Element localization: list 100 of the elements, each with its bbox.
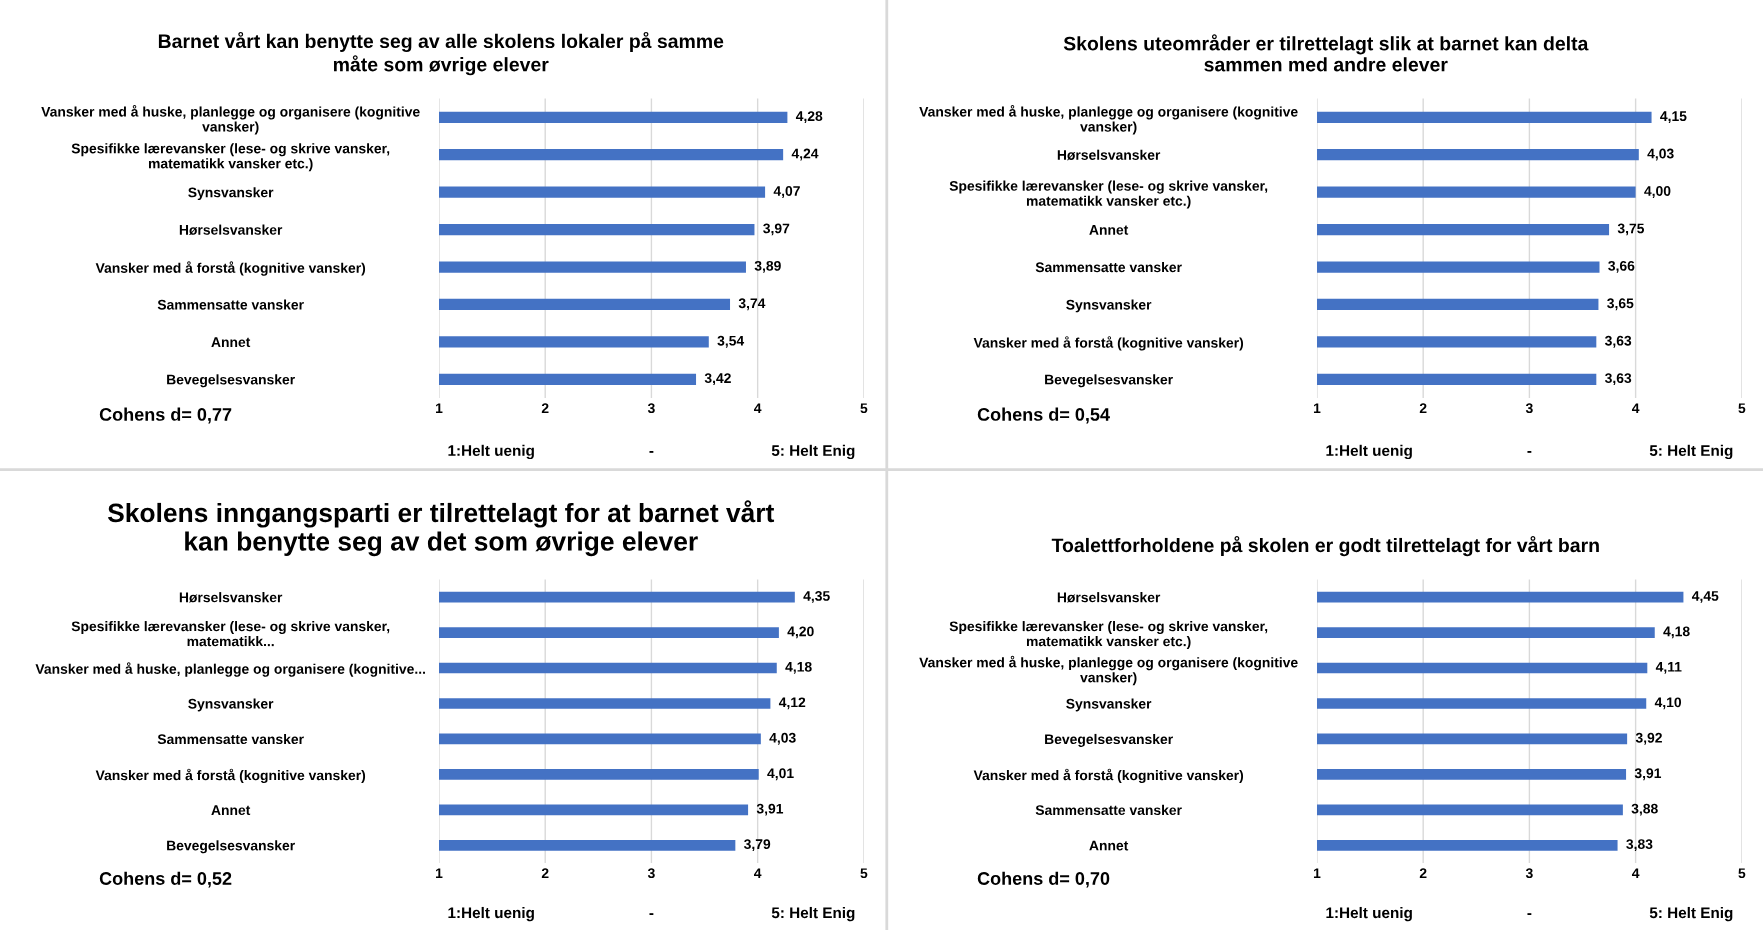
y-tick-label: Hørselsvansker	[179, 592, 283, 603]
text: Cohens d= 0,77	[99, 407, 232, 424]
text: -	[1527, 451, 1532, 453]
data-label: 3,92	[1635, 732, 1662, 745]
data-label: 4,18	[785, 661, 812, 674]
data-label: 4,35	[803, 591, 830, 603]
x-tick-label: 3	[647, 868, 655, 879]
data-label: 3,88	[1631, 803, 1658, 816]
y-tick-label: Annet	[211, 337, 251, 348]
x-tick-label: 4	[1631, 403, 1640, 413]
x-tick-label: 5	[860, 868, 868, 879]
chart-title: Skolens uteområder er tilrettelagt slik at barnet kan delta sammen med andre elever	[1063, 34, 1589, 72]
x-tick-label: 4	[1631, 868, 1640, 878]
data-label: 4,03	[769, 732, 796, 745]
y-tick-label: Spesifikke lærevansker (lese- og skrive vansker, matematikk vansker etc.)	[71, 143, 390, 172]
data-label: 4,01	[767, 768, 794, 781]
y-tick-label: Bevegelsesvansker	[1045, 374, 1173, 388]
y-tick-label: Synsvansker	[188, 187, 274, 201]
data-label: 4,07	[773, 186, 800, 198]
text: -	[649, 913, 654, 915]
x-tick-label: 5	[860, 403, 868, 414]
text: -	[1527, 913, 1532, 915]
y-tick-label: Sammensatte vansker	[1035, 804, 1182, 816]
y-tick-label: Vansker med å huske, planlegge og organisere (kognitive vansker)	[919, 655, 1298, 686]
data-label: 4,20	[787, 626, 814, 639]
data-label: 3,65	[1607, 298, 1634, 311]
x-tick-label: 4	[754, 403, 762, 413]
y-tick-label: Bevegelsesvansker	[1045, 733, 1173, 747]
data-label: 3,91	[1634, 768, 1662, 781]
data-label: 3,89	[754, 260, 781, 273]
y-tick-label: Sammensatte vansker	[157, 733, 304, 745]
data-label: 3,83	[1626, 839, 1653, 852]
data-label: 4,11	[1655, 662, 1682, 674]
data-label: 4,24	[791, 148, 819, 161]
data-label: 4,15	[1660, 111, 1687, 124]
data-label: 3,42	[704, 373, 731, 386]
y-tick-label: Annet	[211, 805, 251, 816]
x-tick-label: 3	[1525, 868, 1533, 879]
y-tick-label: Spesifikke lærevansker (lese- og skrive vansker, matematikk...	[71, 621, 390, 647]
y-tick-label: Sammensatte vansker	[157, 299, 304, 310]
text: Cohens d= 0,70	[977, 871, 1110, 888]
y-tick-label: Hørselsvansker	[1057, 592, 1161, 603]
x-tick-label: 5	[1738, 868, 1746, 879]
y-tick-label: Hørselsvansker	[179, 224, 283, 235]
text: 5: Helt Enig	[1649, 906, 1733, 922]
y-tick-label: Spesifikke lærevansker (lese- og skrive vansker, matematikk vansker etc.)	[949, 621, 1268, 650]
data-label: 3,63	[1604, 335, 1632, 348]
data-label: 4,03	[1647, 148, 1674, 161]
data-label: 3,66	[1608, 260, 1635, 273]
data-label: 3,54	[717, 335, 745, 348]
y-tick-label: Vansker med å huske, planlegge og organisere (kognitive vansker)	[41, 105, 420, 135]
y-tick-label: Hørselsvansker	[1057, 149, 1161, 161]
x-tick-label: 2	[541, 868, 549, 878]
chart-title: Barnet vårt kan benytte seg av alle skolens lokaler på samme måte som øvrige elever	[158, 31, 724, 76]
text: 5: Helt Enig	[771, 444, 855, 460]
text: Cohens d= 0,52	[99, 871, 232, 888]
y-tick-label: Vansker med å forstå (kognitive vansker)	[973, 768, 1244, 784]
data-label: 4,00	[1644, 186, 1671, 198]
chart-title: Skolens inngangsparti er tilrettelagt for at barnet vårt kan benytte seg av det som øvrige elever	[107, 500, 775, 557]
data-label: 3,63	[1604, 373, 1632, 386]
y-tick-label: Synsvansker	[1066, 299, 1152, 313]
y-tick-label: Bevegelsesvansker	[167, 374, 295, 388]
data-label: 4,10	[1654, 697, 1682, 710]
x-tick-label: 1	[1313, 868, 1321, 878]
chart-title: Toalettforholdene på skolen er godt tilrettelagt for vårt barn	[1051, 536, 1599, 557]
text: 1:Helt uenig	[1326, 444, 1412, 460]
y-tick-label: Vansker med å forstå (kognitive vansker)	[95, 768, 366, 784]
data-label: 3,74	[738, 298, 766, 311]
x-tick-label: 3	[647, 403, 655, 414]
data-label: 3,91	[756, 803, 784, 816]
data-label: 3,79	[744, 839, 771, 852]
x-tick-label: 1	[436, 403, 443, 413]
y-tick-label: Sammensatte vansker	[1035, 261, 1182, 273]
y-tick-label: Vansker med å huske, planlegge og organisere (kognitive vansker)	[919, 105, 1298, 135]
x-tick-label: 2	[1419, 403, 1427, 413]
data-label: 3,75	[1617, 223, 1645, 236]
data-label: 4,18	[1663, 626, 1690, 639]
text: -	[649, 451, 654, 453]
x-tick-label: 1	[1313, 403, 1321, 413]
y-tick-label: Annet	[1089, 840, 1129, 851]
text: 1:Helt uenig	[1326, 906, 1412, 922]
x-tick-label: 1	[436, 868, 443, 878]
x-tick-label: 5	[1738, 403, 1746, 414]
text: 5: Helt Enig	[1649, 444, 1733, 460]
data-label: 3,97	[763, 223, 790, 236]
x-tick-label: 4	[754, 868, 762, 878]
y-tick-label: Annet	[1089, 225, 1129, 235]
y-tick-label: Vansker med å forstå (kognitive vansker)	[973, 336, 1244, 351]
y-tick-label: Synsvansker	[188, 698, 274, 712]
x-tick-label: 2	[541, 403, 549, 413]
text: 1:Helt uenig	[448, 906, 534, 922]
text: 1:Helt uenig	[448, 444, 534, 460]
data-label: 4,45	[1691, 591, 1719, 603]
x-tick-label: 3	[1525, 403, 1533, 414]
data-label: 4,12	[778, 697, 806, 710]
y-tick-label: Vansker med å huske, planlegge og organisere (kognitive...	[35, 662, 425, 677]
y-tick-label: Vansker med å forstå (kognitive vansker)	[95, 261, 366, 276]
y-tick-label: Synsvansker	[1066, 698, 1152, 712]
data-label: 4,28	[795, 111, 823, 124]
y-tick-label: Spesifikke lærevansker (lese- og skrive vansker, matematikk vansker etc.)	[949, 180, 1268, 209]
